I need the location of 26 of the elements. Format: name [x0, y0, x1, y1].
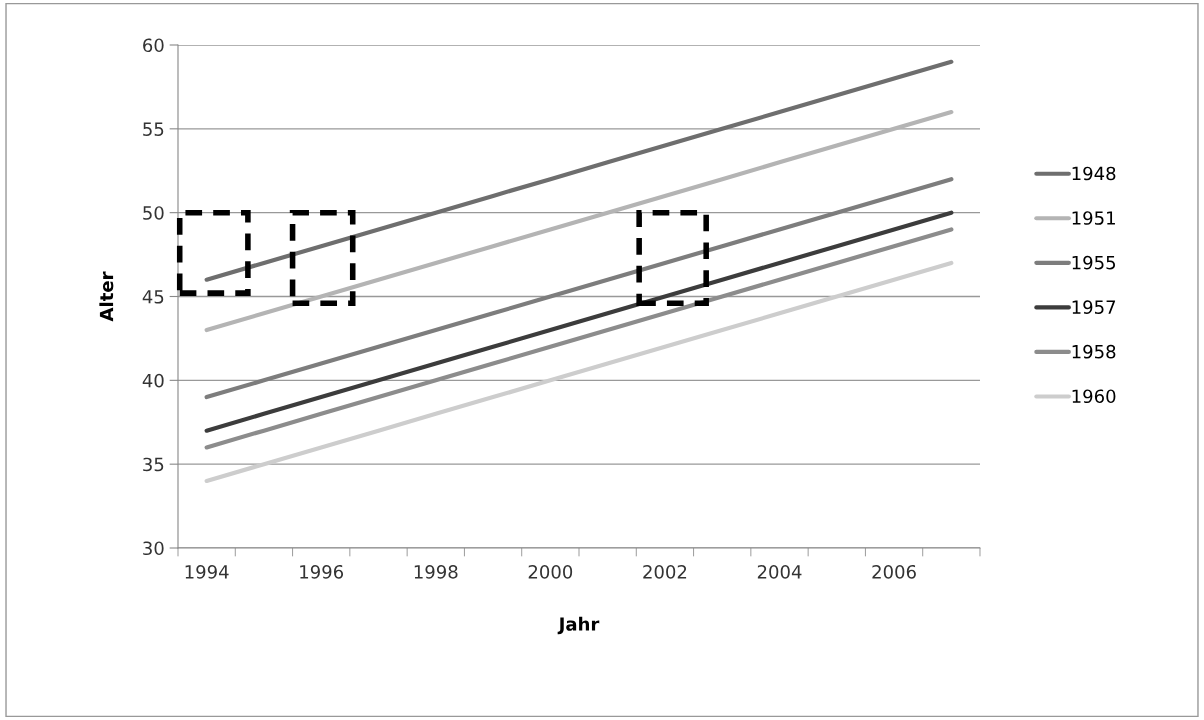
legend-label: 1960: [1072, 389, 1116, 404]
y-tick-label: 40: [142, 373, 164, 388]
x-tick-label: 2006: [872, 564, 916, 579]
y-tick-label: 60: [143, 38, 164, 53]
x-axis-title: Jahr: [557, 616, 600, 635]
line-series: [204, 177, 954, 400]
x-tick-label: 2004: [757, 564, 802, 579]
legend-label: 1948: [1072, 166, 1116, 181]
y-tick-label: 30: [143, 541, 164, 556]
line-series: [204, 109, 954, 333]
line-series: [204, 59, 954, 282]
x-tick-label: 1998: [414, 564, 458, 579]
y-tick-label: 50: [143, 206, 164, 220]
x-tick-label: 2000: [528, 564, 573, 579]
legend-label: 1951: [1072, 211, 1115, 225]
legend-label: 1957: [1072, 300, 1116, 314]
legend-label: 1955: [1072, 255, 1116, 270]
y-axis-title: Alter: [99, 271, 114, 322]
y-tick-label: 45: [142, 290, 164, 304]
x-tick-label: 1994: [185, 564, 229, 579]
line-series: [204, 260, 954, 484]
y-tick-label: 35: [143, 457, 164, 472]
legend-label: 1958: [1072, 344, 1116, 359]
x-tick-label: 2002: [643, 564, 687, 579]
y-tick-label: 55: [143, 122, 164, 136]
x-tick-label: 1996: [300, 564, 344, 579]
